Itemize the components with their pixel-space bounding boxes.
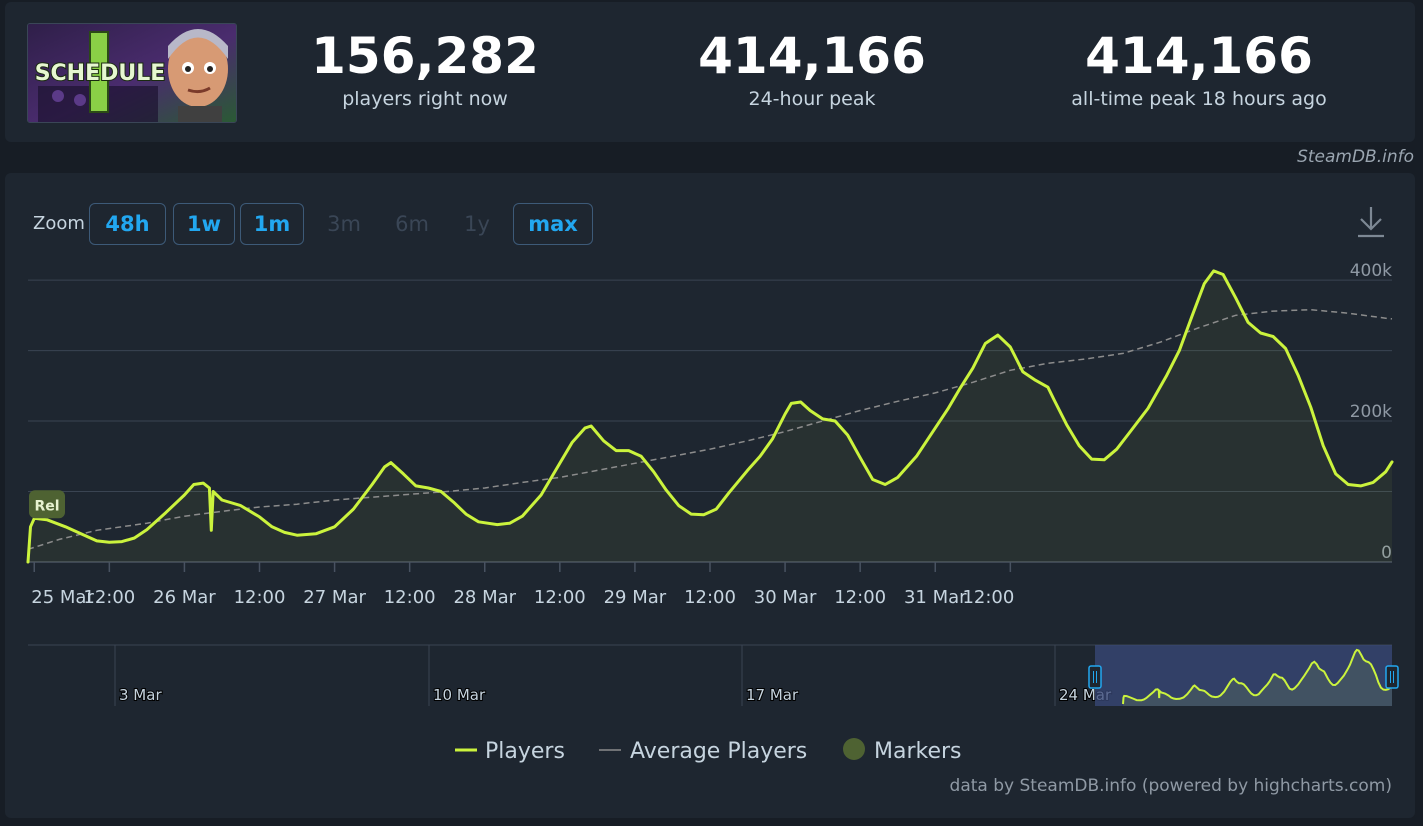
x-tick-label: 26 Mar: [153, 587, 216, 608]
zoom-6m-button[interactable]: 6m: [395, 212, 429, 236]
release-marker: [29, 490, 65, 519]
navigator-tick-label: 17 Mar: [746, 686, 799, 704]
zoom-label: Zoom: [33, 213, 85, 234]
zoom-1m-button[interactable]: 1m: [240, 203, 304, 245]
players-area: [28, 270, 1392, 562]
download-icon[interactable]: [1355, 205, 1387, 239]
game-capsule-image[interactable]: SCHEDULE: [27, 23, 237, 123]
legend-players-label[interactable]: Players: [485, 739, 565, 764]
x-tick-label: 12:00: [534, 587, 586, 608]
x-tick-label: 12:00: [962, 587, 1014, 608]
x-tick-label: 28 Mar: [453, 587, 516, 608]
x-tick-label: 12:00: [834, 587, 886, 608]
current-players-label: players right now: [342, 88, 508, 110]
navigator-tick-label: 3 Mar: [119, 686, 162, 704]
all-time-peak-value: 414,166: [1085, 27, 1313, 85]
zoom-1w-button[interactable]: 1w: [173, 203, 235, 245]
average-players-line: [27, 308, 1393, 551]
x-tick-label: 31 Mar: [904, 587, 967, 608]
x-tick-label: 29 Mar: [604, 587, 667, 608]
y-tick-label: 400k: [1350, 261, 1392, 281]
x-tick-label: 12:00: [234, 587, 286, 608]
game-logo-text: SCHEDULE: [35, 61, 166, 86]
chart-panel: Zoom 48h 1w 1m 3m 6m 1y max 0 200k 400k 25 …: [5, 173, 1415, 818]
release-marker-label: Rel: [34, 498, 59, 514]
x-tick-label: 12:00: [684, 587, 736, 608]
navigator-tick-label: 10 Mar: [433, 686, 486, 704]
24h-peak-label: 24-hour peak: [748, 88, 876, 110]
zoom-1y-button[interactable]: 1y: [464, 212, 490, 236]
y-tick-label: 200k: [1350, 402, 1392, 422]
stats-panel: SCHEDULE 156,282 players right now 414,1…: [5, 2, 1415, 142]
players-line: [26, 269, 1394, 564]
legend-markers-label[interactable]: Markers: [874, 739, 962, 764]
stat-all-time-peak: 414,166 all-time peak 18 hours ago: [1009, 26, 1389, 110]
legend-markers-symbol: [843, 738, 865, 760]
navigator-right-handle[interactable]: [1385, 665, 1399, 689]
chart-credits[interactable]: data by SteamDB.info (powered by highcha…: [950, 776, 1392, 796]
x-tick-label: 30 Mar: [754, 587, 817, 608]
steamdb-credit[interactable]: SteamDB.info: [1297, 147, 1414, 167]
zoom-max-button[interactable]: max: [513, 203, 593, 245]
24h-peak-value: 414,166: [698, 27, 926, 85]
all-time-peak-label: all-time peak 18 hours ago: [1071, 88, 1327, 110]
navigator-selection: [1095, 645, 1392, 706]
stat-current-players: 156,282 players right now: [235, 26, 615, 110]
game-capsule-art: SCHEDULE: [28, 24, 236, 122]
x-tick-label: 12:00: [83, 587, 135, 608]
navigator-line: [1122, 648, 1393, 705]
stat-24h-peak: 414,166 24-hour peak: [622, 26, 1002, 110]
legend-average-label[interactable]: Average Players: [630, 739, 807, 764]
x-tick-label: 12:00: [384, 587, 436, 608]
current-players-value: 156,282: [311, 27, 539, 85]
x-tick-label: 27 Mar: [303, 587, 366, 608]
navigator-left-handle[interactable]: [1088, 665, 1102, 689]
zoom-3m-button[interactable]: 3m: [327, 212, 361, 236]
zoom-48h-button[interactable]: 48h: [89, 203, 166, 245]
x-tick-label: 25 Mar: [31, 587, 94, 608]
y-tick-label: 0: [1381, 543, 1392, 563]
